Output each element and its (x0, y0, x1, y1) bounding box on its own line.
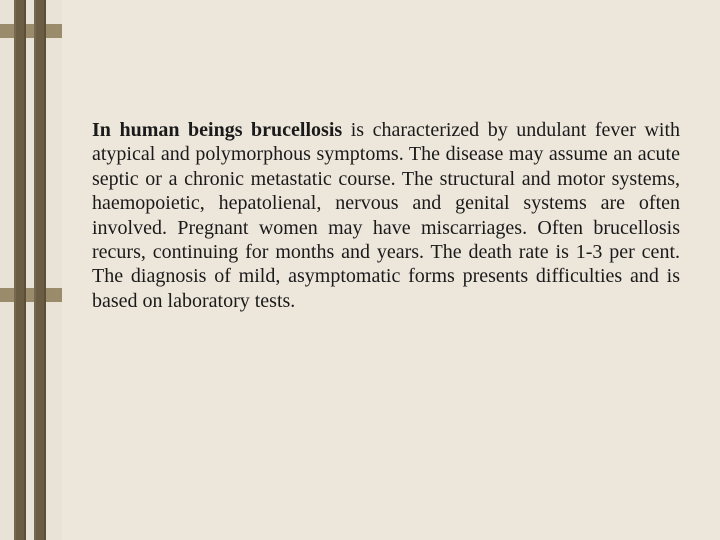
body-text: is characterized by undulant fever with … (92, 119, 680, 312)
slide-side-decoration (0, 0, 62, 540)
body-paragraph: In human beings brucellosis is character… (92, 118, 680, 313)
decor-crossbar-bottom (0, 288, 62, 302)
decor-crossbar-top (0, 24, 62, 38)
decor-post-left (14, 0, 26, 540)
decor-post-right (34, 0, 46, 540)
slide-content-panel: In human beings brucellosis is character… (62, 0, 720, 540)
lead-bold-phrase: In human beings brucellosis (92, 119, 342, 141)
